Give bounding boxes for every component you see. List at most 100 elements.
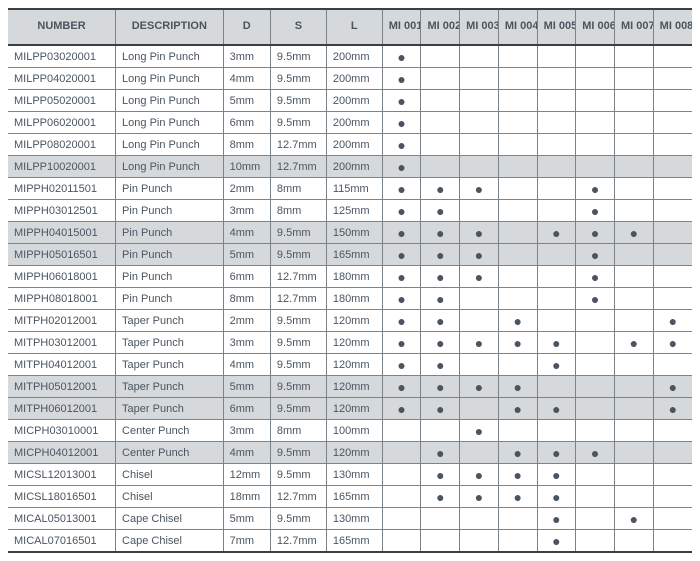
cell-mi-6: ●: [576, 266, 615, 288]
cell-s: 12.7mm: [270, 156, 326, 178]
cell-s: 9.5mm: [270, 442, 326, 464]
cell-mi-8: [653, 354, 692, 376]
cell-description: Center Punch: [116, 442, 224, 464]
cell-l: 180mm: [326, 288, 382, 310]
cell-number: MICPH03010001: [8, 420, 116, 442]
cell-mi-6: ●: [576, 178, 615, 200]
cell-s: 9.5mm: [270, 508, 326, 530]
cell-mi-1: ●: [382, 288, 421, 310]
cell-mi-1: ●: [382, 222, 421, 244]
cell-mi-1: ●: [382, 332, 421, 354]
cell-mi-6: ●: [576, 222, 615, 244]
col-mi004: MI 004: [498, 9, 537, 45]
cell-mi-2: ●: [421, 354, 460, 376]
cell-mi-5: [537, 45, 576, 68]
cell-mi-7: [614, 266, 653, 288]
cell-mi-7: ●: [614, 332, 653, 354]
cell-s: 8mm: [270, 420, 326, 442]
cell-mi-3: [460, 156, 499, 178]
cell-mi-1: ●: [382, 156, 421, 178]
cell-number: MILPP08020001: [8, 134, 116, 156]
cell-description: Taper Punch: [116, 376, 224, 398]
cell-mi-7: ●: [614, 508, 653, 530]
cell-mi-5: [537, 244, 576, 266]
table-row: MICPH03010001Center Punch3mm8mm100mm●: [8, 420, 692, 442]
table-row: MILPP04020001Long Pin Punch4mm9.5mm200mm…: [8, 68, 692, 90]
cell-mi-1: [382, 530, 421, 553]
cell-description: Taper Punch: [116, 332, 224, 354]
cell-mi-4: [498, 200, 537, 222]
cell-mi-3: [460, 90, 499, 112]
cell-mi-7: [614, 398, 653, 420]
cell-mi-5: ●: [537, 442, 576, 464]
cell-mi-8: [653, 420, 692, 442]
cell-l: 120mm: [326, 332, 382, 354]
cell-mi-4: ●: [498, 486, 537, 508]
cell-mi-2: [421, 68, 460, 90]
cell-mi-2: ●: [421, 376, 460, 398]
cell-mi-8: [653, 442, 692, 464]
table-row: MILPP06020001Long Pin Punch6mm9.5mm200mm…: [8, 112, 692, 134]
cell-l: 120mm: [326, 442, 382, 464]
cell-mi-1: [382, 486, 421, 508]
cell-mi-5: ●: [537, 354, 576, 376]
col-mi003: MI 003: [460, 9, 499, 45]
cell-mi-6: [576, 310, 615, 332]
cell-mi-3: ●: [460, 222, 499, 244]
cell-mi-2: ●: [421, 442, 460, 464]
cell-s: 9.5mm: [270, 222, 326, 244]
table-row: MITPH06012001Taper Punch6mm9.5mm120mm●●●…: [8, 398, 692, 420]
cell-d: 7mm: [223, 530, 270, 553]
cell-mi-1: ●: [382, 398, 421, 420]
cell-number: MILPP05020001: [8, 90, 116, 112]
cell-l: 150mm: [326, 222, 382, 244]
col-mi008: MI 008: [653, 9, 692, 45]
cell-s: 9.5mm: [270, 68, 326, 90]
cell-number: MIPPH05016501: [8, 244, 116, 266]
table-row: MIPPH03012501Pin Punch3mm8mm125mm●●●: [8, 200, 692, 222]
cell-mi-8: ●: [653, 332, 692, 354]
cell-l: 165mm: [326, 244, 382, 266]
cell-number: MILPP03020001: [8, 45, 116, 68]
cell-number: MILPP06020001: [8, 112, 116, 134]
cell-mi-4: [498, 178, 537, 200]
cell-d: 6mm: [223, 266, 270, 288]
cell-l: 200mm: [326, 112, 382, 134]
cell-mi-3: ●: [460, 266, 499, 288]
cell-mi-3: ●: [460, 178, 499, 200]
cell-description: Long Pin Punch: [116, 90, 224, 112]
cell-mi-7: [614, 156, 653, 178]
cell-mi-6: [576, 90, 615, 112]
cell-mi-4: [498, 420, 537, 442]
cell-mi-4: [498, 288, 537, 310]
cell-mi-3: [460, 45, 499, 68]
cell-description: Center Punch: [116, 420, 224, 442]
cell-mi-4: [498, 266, 537, 288]
cell-s: 9.5mm: [270, 112, 326, 134]
col-mi002: MI 002: [421, 9, 460, 45]
table-row: MIPPH08018001Pin Punch8mm12.7mm180mm●●●: [8, 288, 692, 310]
cell-number: MITPH04012001: [8, 354, 116, 376]
cell-mi-7: [614, 200, 653, 222]
cell-mi-8: [653, 156, 692, 178]
cell-mi-3: [460, 530, 499, 553]
cell-d: 5mm: [223, 376, 270, 398]
cell-mi-1: ●: [382, 244, 421, 266]
cell-number: MITPH02012001: [8, 310, 116, 332]
cell-mi-1: ●: [382, 200, 421, 222]
cell-number: MICSL18016501: [8, 486, 116, 508]
cell-mi-4: ●: [498, 464, 537, 486]
cell-description: Taper Punch: [116, 398, 224, 420]
cell-mi-1: ●: [382, 112, 421, 134]
cell-mi-8: [653, 200, 692, 222]
cell-d: 4mm: [223, 222, 270, 244]
cell-s: 12.7mm: [270, 266, 326, 288]
cell-mi-7: [614, 178, 653, 200]
cell-l: 120mm: [326, 376, 382, 398]
cell-mi-7: [614, 420, 653, 442]
col-number: NUMBER: [8, 9, 116, 45]
cell-d: 4mm: [223, 354, 270, 376]
cell-mi-5: [537, 134, 576, 156]
cell-number: MICAL07016501: [8, 530, 116, 553]
table-row: MICSL12013001Chisel12mm9.5mm130mm●●●●: [8, 464, 692, 486]
